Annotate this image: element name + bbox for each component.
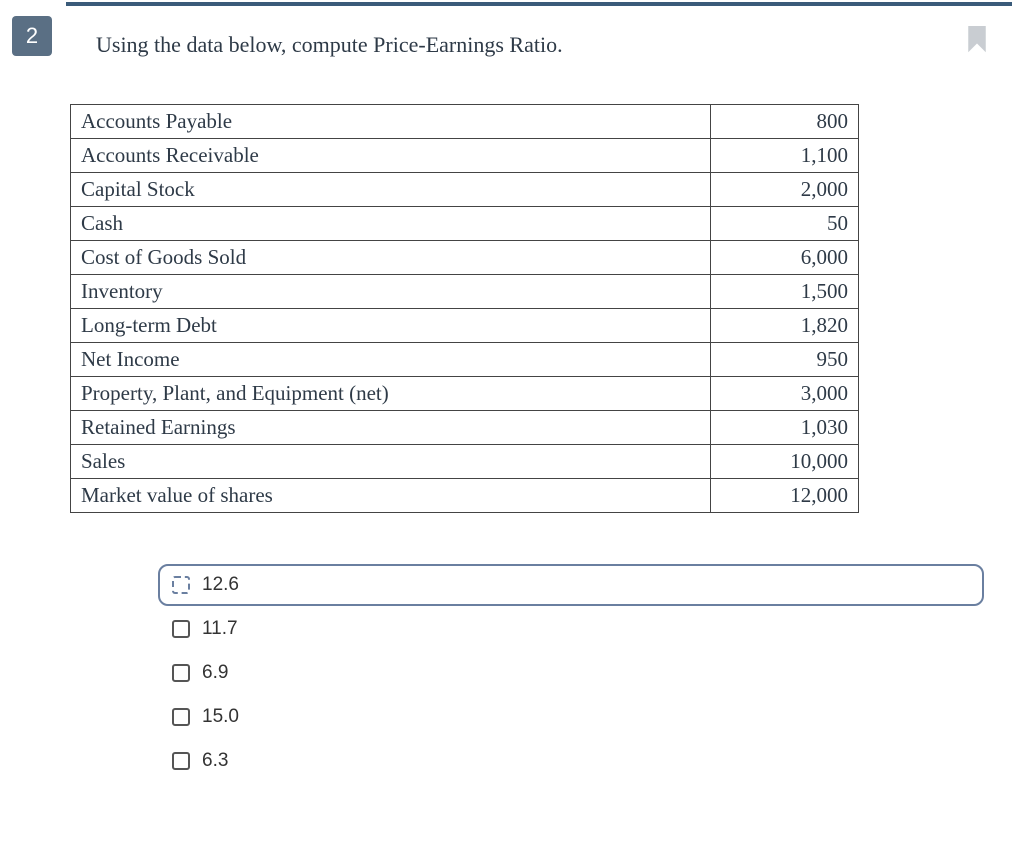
answer-option[interactable]: 11.7 — [158, 608, 984, 650]
answer-option-label: 11.7 — [202, 618, 238, 640]
top-border-line — [66, 2, 1012, 6]
checkbox-icon[interactable] — [172, 664, 190, 682]
table-cell-label: Market value of shares — [71, 479, 711, 513]
table-cell-value: 1,820 — [711, 309, 859, 343]
table-cell-value: 950 — [711, 343, 859, 377]
table-row: Sales10,000 — [71, 445, 859, 479]
table-cell-value: 3,000 — [711, 377, 859, 411]
table-cell-label: Retained Earnings — [71, 411, 711, 445]
table-cell-value: 1,500 — [711, 275, 859, 309]
table-cell-label: Cash — [71, 207, 711, 241]
table-cell-label: Long-term Debt — [71, 309, 711, 343]
table-cell-value: 800 — [711, 105, 859, 139]
financial-data-table: Accounts Payable800Accounts Receivable1,… — [70, 104, 859, 513]
table-cell-label: Cost of Goods Sold — [71, 241, 711, 275]
table-cell-value: 2,000 — [711, 173, 859, 207]
table-row: Retained Earnings1,030 — [71, 411, 859, 445]
answer-option-label: 6.3 — [202, 750, 228, 772]
table-cell-label: Property, Plant, and Equipment (net) — [71, 377, 711, 411]
table-cell-value: 6,000 — [711, 241, 859, 275]
bookmark-icon[interactable] — [966, 26, 988, 54]
question-prompt: Using the data below, compute Price-Earn… — [96, 32, 563, 58]
checkbox-icon[interactable] — [172, 620, 190, 638]
table-row: Accounts Payable800 — [71, 105, 859, 139]
question-number-text: 2 — [26, 23, 38, 49]
table-cell-label: Inventory — [71, 275, 711, 309]
checkbox-icon[interactable] — [172, 708, 190, 726]
table-row: Capital Stock2,000 — [71, 173, 859, 207]
table-row: Cost of Goods Sold6,000 — [71, 241, 859, 275]
table-cell-value: 1,030 — [711, 411, 859, 445]
answer-option-label: 6.9 — [202, 662, 228, 684]
answer-option-label: 12.6 — [202, 574, 239, 596]
table-cell-value: 10,000 — [711, 445, 859, 479]
table-cell-label: Accounts Receivable — [71, 139, 711, 173]
table-cell-value: 50 — [711, 207, 859, 241]
table-cell-label: Capital Stock — [71, 173, 711, 207]
table-cell-value: 12,000 — [711, 479, 859, 513]
question-number-badge: 2 — [12, 16, 52, 56]
table-row: Accounts Receivable1,100 — [71, 139, 859, 173]
answer-option[interactable]: 15.0 — [158, 696, 984, 738]
table-cell-label: Sales — [71, 445, 711, 479]
answer-option-label: 15.0 — [202, 706, 239, 728]
table-cell-value: 1,100 — [711, 139, 859, 173]
table-row: Property, Plant, and Equipment (net)3,00… — [71, 377, 859, 411]
answer-option[interactable]: 6.3 — [158, 740, 984, 782]
answer-option[interactable]: 6.9 — [158, 652, 984, 694]
table-row: Inventory1,500 — [71, 275, 859, 309]
table-row: Market value of shares12,000 — [71, 479, 859, 513]
table-row: Cash50 — [71, 207, 859, 241]
checkbox-icon[interactable] — [172, 752, 190, 770]
answer-option[interactable]: 12.6 — [158, 564, 984, 606]
table-cell-label: Accounts Payable — [71, 105, 711, 139]
table-row: Net Income950 — [71, 343, 859, 377]
checkbox-icon[interactable] — [172, 576, 190, 594]
table-cell-label: Net Income — [71, 343, 711, 377]
table-row: Long-term Debt1,820 — [71, 309, 859, 343]
answer-options: 12.6 11.7 6.9 15.0 6.3 — [158, 564, 984, 784]
